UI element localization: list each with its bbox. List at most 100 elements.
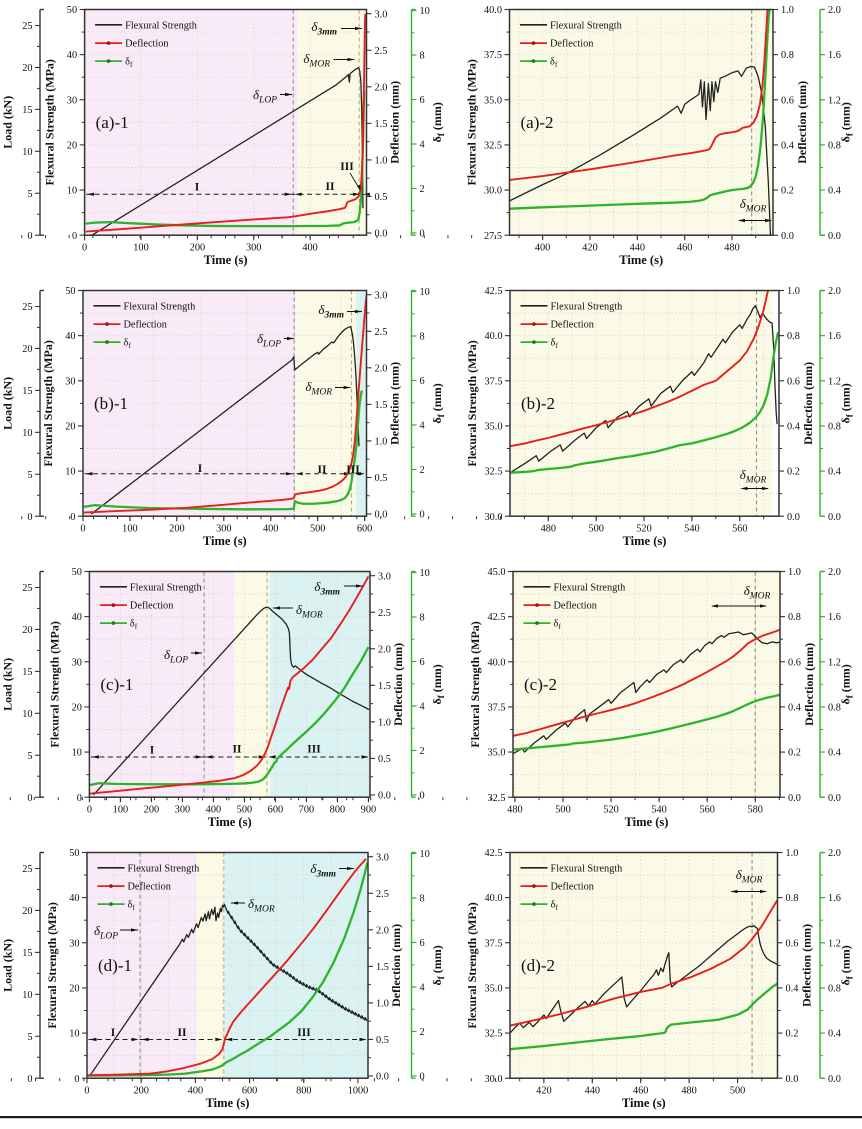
- svg-text:Time (s): Time (s): [619, 253, 663, 267]
- svg-text:300: 300: [246, 243, 261, 254]
- svg-text:Flexural Strength: Flexural Strength: [130, 582, 203, 593]
- svg-text:Deflection: Deflection: [551, 320, 594, 331]
- svg-text:30: 30: [69, 938, 79, 949]
- svg-text:0: 0: [80, 524, 85, 535]
- svg-text:δf (mm): δf (mm): [839, 383, 855, 423]
- svg-text:10: 10: [22, 147, 32, 158]
- svg-text:1.0: 1.0: [376, 999, 389, 1010]
- svg-text:10: 10: [420, 287, 430, 298]
- svg-text:Deflection: Deflection: [125, 39, 168, 50]
- svg-text:I: I: [195, 182, 200, 194]
- svg-text:0.0: 0.0: [828, 512, 841, 523]
- svg-text:0.2: 0.2: [788, 748, 801, 759]
- svg-text:37.5: 37.5: [484, 938, 502, 949]
- svg-text:Time (s): Time (s): [625, 815, 669, 829]
- svg-text:8: 8: [420, 51, 425, 62]
- svg-text:4: 4: [420, 421, 425, 432]
- svg-text:42.5: 42.5: [487, 612, 505, 623]
- svg-text:Flexural Strength (MPa): Flexural Strength (MPa): [468, 621, 482, 747]
- svg-text:1.2: 1.2: [828, 938, 841, 949]
- svg-text:0: 0: [77, 793, 82, 804]
- svg-text:Deflection: Deflection: [130, 601, 173, 612]
- svg-text:Deflection (mm): Deflection (mm): [800, 924, 814, 1007]
- svg-text:32.5: 32.5: [484, 141, 502, 152]
- svg-text:1.0: 1.0: [378, 718, 391, 729]
- svg-text:460: 460: [677, 243, 692, 254]
- svg-text:25: 25: [22, 864, 32, 875]
- svg-text:1000: 1000: [348, 1086, 369, 1097]
- svg-text:10: 10: [69, 1029, 79, 1040]
- svg-text:1.2: 1.2: [828, 95, 841, 106]
- svg-text:1.6: 1.6: [828, 50, 841, 61]
- svg-text:Flexural Strength (MPa): Flexural Strength (MPa): [45, 902, 59, 1028]
- svg-text:300: 300: [175, 805, 190, 816]
- svg-text:4: 4: [420, 983, 425, 994]
- svg-text:35.0: 35.0: [487, 748, 505, 759]
- svg-text:Time (s): Time (s): [208, 815, 252, 829]
- svg-text:200: 200: [144, 805, 159, 816]
- svg-text:0: 0: [27, 512, 32, 523]
- svg-text:0: 0: [72, 231, 77, 242]
- svg-text:1.6: 1.6: [828, 331, 841, 342]
- svg-text:0.2: 0.2: [787, 467, 800, 478]
- svg-text:III: III: [307, 744, 321, 756]
- svg-text:30: 30: [67, 95, 77, 106]
- svg-text:Load (kN): Load (kN): [1, 96, 15, 149]
- svg-text:20: 20: [22, 625, 32, 636]
- svg-text:0.4: 0.4: [781, 141, 794, 152]
- svg-text:(b)-2: (b)-2: [521, 394, 555, 413]
- svg-text:Flexural Strength: Flexural Strength: [554, 582, 627, 593]
- svg-text:0.5: 0.5: [378, 754, 391, 765]
- svg-text:500: 500: [237, 805, 252, 816]
- svg-text:0: 0: [27, 793, 32, 804]
- svg-text:700: 700: [299, 805, 314, 816]
- svg-text:2.0: 2.0: [378, 644, 391, 655]
- svg-text:2.0: 2.0: [376, 925, 389, 936]
- svg-text:δf: δf: [124, 338, 132, 351]
- svg-text:440: 440: [585, 1086, 600, 1097]
- svg-text:480: 480: [724, 243, 739, 254]
- svg-text:II: II: [178, 1027, 187, 1039]
- svg-text:400: 400: [302, 243, 317, 254]
- svg-text:(b)-1: (b)-1: [94, 394, 128, 413]
- svg-text:0.2: 0.2: [781, 186, 794, 197]
- svg-text:0: 0: [87, 805, 92, 816]
- svg-text:δf (mm): δf (mm): [430, 102, 446, 142]
- svg-text:III: III: [346, 464, 360, 476]
- svg-text:6: 6: [420, 938, 425, 949]
- svg-text:800: 800: [330, 805, 345, 816]
- svg-text:200: 200: [169, 524, 184, 535]
- svg-text:480: 480: [541, 524, 556, 535]
- svg-text:Deflection: Deflection: [128, 882, 171, 893]
- svg-text:1.5: 1.5: [376, 962, 389, 973]
- svg-text:10: 10: [420, 6, 430, 17]
- svg-text:Flexural Strength (MPa): Flexural Strength (MPa): [465, 340, 479, 466]
- svg-text:0: 0: [70, 512, 75, 523]
- svg-text:520: 520: [636, 524, 651, 535]
- svg-text:Deflection (mm): Deflection (mm): [388, 81, 402, 164]
- svg-text:0.4: 0.4: [828, 748, 841, 759]
- svg-text:0.6: 0.6: [787, 376, 800, 387]
- svg-text:440: 440: [630, 243, 645, 254]
- svg-text:2.5: 2.5: [376, 889, 389, 900]
- svg-text:0.4: 0.4: [786, 984, 799, 995]
- svg-text:480: 480: [681, 1086, 696, 1097]
- svg-text:3.0: 3.0: [376, 852, 389, 863]
- svg-text:10: 10: [65, 467, 75, 478]
- svg-text:0.2: 0.2: [786, 1029, 799, 1040]
- svg-text:32.5: 32.5: [487, 793, 505, 804]
- svg-text:8: 8: [420, 332, 425, 343]
- svg-text:II: II: [233, 744, 242, 756]
- svg-text:Deflection: Deflection: [554, 601, 597, 612]
- svg-text:Deflection: Deflection: [550, 39, 593, 50]
- svg-text:2: 2: [420, 1027, 425, 1038]
- svg-text:0.5: 0.5: [376, 1035, 389, 1046]
- svg-text:0: 0: [420, 791, 425, 802]
- svg-text:II: II: [326, 181, 335, 193]
- svg-text:2.5: 2.5: [375, 46, 388, 57]
- svg-text:δf (mm): δf (mm): [839, 664, 855, 704]
- svg-text:0: 0: [84, 1086, 89, 1097]
- svg-text:0.8: 0.8: [828, 703, 841, 714]
- svg-text:500: 500: [588, 524, 603, 535]
- svg-text:II: II: [318, 464, 327, 476]
